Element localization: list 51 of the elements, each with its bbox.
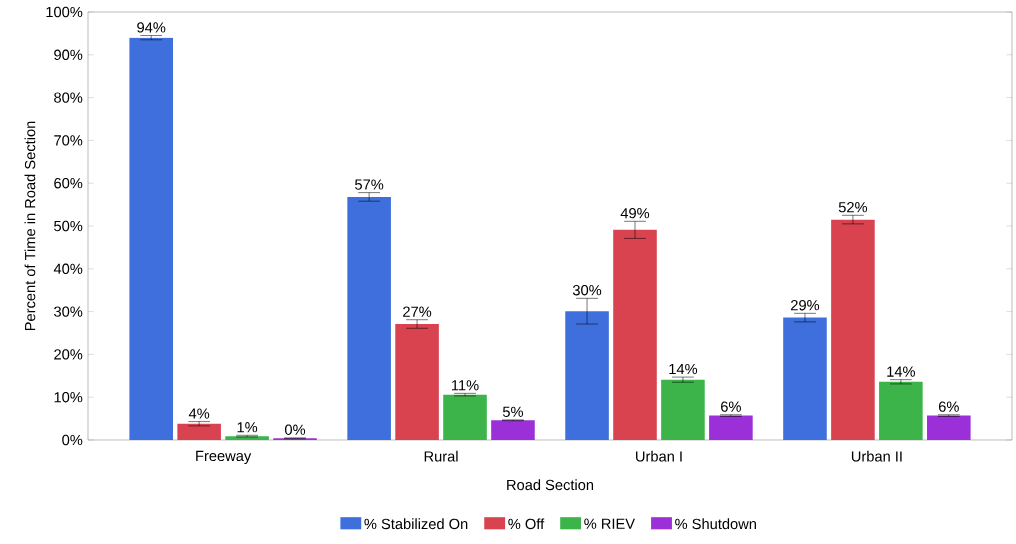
data-label: 11%: [451, 380, 479, 391]
data-label: 30%: [572, 285, 602, 296]
x-axis-title: Road Section: [507, 479, 594, 491]
data-label: 27%: [403, 306, 432, 317]
data-label: 57%: [355, 179, 384, 190]
bar: [783, 317, 827, 440]
y-tick-label: 30%: [54, 306, 83, 317]
data-label: 94%: [137, 22, 166, 33]
data-label: 14%: [669, 363, 698, 375]
legend-label: % Off: [508, 518, 545, 530]
x-tick-label: Rural: [424, 450, 458, 462]
bar: [347, 196, 391, 440]
y-tick-label: 0%: [62, 434, 83, 446]
bar: [709, 415, 753, 440]
y-axis-title: Percent of Time in Road Section: [24, 121, 36, 331]
data-label: 1%: [237, 422, 258, 433]
legend-label: % RIEV: [584, 518, 635, 529]
bar: [613, 229, 657, 440]
x-tick-label: Urban II: [851, 450, 902, 462]
y-tick-label: 90%: [54, 49, 83, 60]
y-tick-label: 80%: [54, 92, 83, 103]
data-label: 0%: [285, 424, 306, 435]
bar: [129, 37, 173, 440]
bar: [661, 379, 705, 440]
bar: [565, 311, 609, 440]
y-tick-label: 100%: [46, 6, 83, 18]
data-label: 14%: [887, 366, 915, 377]
y-tick-label: 70%: [54, 135, 83, 146]
y-tick-label: 50%: [54, 220, 83, 232]
y-tick-label: 20%: [54, 349, 83, 360]
bar: [879, 381, 923, 440]
bar: [927, 415, 971, 440]
x-tick-label: Urban I: [636, 450, 682, 462]
x-tick-label: Freeway: [196, 450, 252, 464]
y-tick-label: 60%: [54, 178, 83, 189]
bar: [491, 420, 535, 440]
bar: [831, 219, 875, 440]
bar: [177, 423, 221, 440]
legend-label: % Stabilized On: [364, 518, 468, 530]
data-label: 4%: [188, 408, 210, 419]
data-label: 29%: [791, 300, 820, 311]
legend-label: % Shutdown: [675, 518, 756, 530]
bar: [443, 394, 487, 440]
data-label: 6%: [938, 401, 959, 412]
data-label: 49%: [620, 207, 650, 219]
y-tick-label: 10%: [54, 392, 83, 403]
data-label: 5%: [502, 406, 524, 417]
data-label: 52%: [838, 202, 868, 213]
y-tick-label: 40%: [53, 263, 83, 274]
data-label: 6%: [721, 401, 741, 412]
bar: [395, 324, 439, 440]
